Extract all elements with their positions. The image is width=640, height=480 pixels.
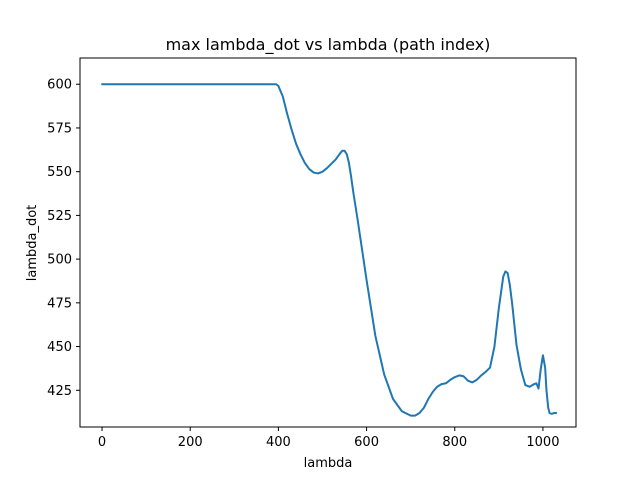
y-tick-label: 575 [47,121,72,136]
x-tick-label: 200 [178,435,203,450]
x-tick-label: 0 [98,435,106,450]
x-tick-label: 800 [442,435,467,450]
y-tick-label: 525 [47,209,72,224]
y-tick-label: 425 [47,384,72,399]
x-tick-label: 600 [354,435,379,450]
y-tick-label: 475 [47,296,72,311]
axis-ticks: 0 200 400 600 800 1000 425 450 475 500 525 550 575 60… [47,78,559,450]
x-tick-label: 400 [266,435,291,450]
plot-frame [79,57,577,428]
y-tick-label: 550 [47,165,72,180]
series-line [101,83,558,417]
x-tick-label: 1000 [526,435,559,450]
y-tick-label: 450 [47,340,72,355]
y-tick-label: 600 [47,78,72,93]
y-axis-label: lambda_dot [25,205,40,282]
chart-title: max lambda_dot vs lambda (path index) [166,35,491,55]
x-axis-label: lambda [304,456,353,471]
y-tick-label: 500 [47,253,72,268]
